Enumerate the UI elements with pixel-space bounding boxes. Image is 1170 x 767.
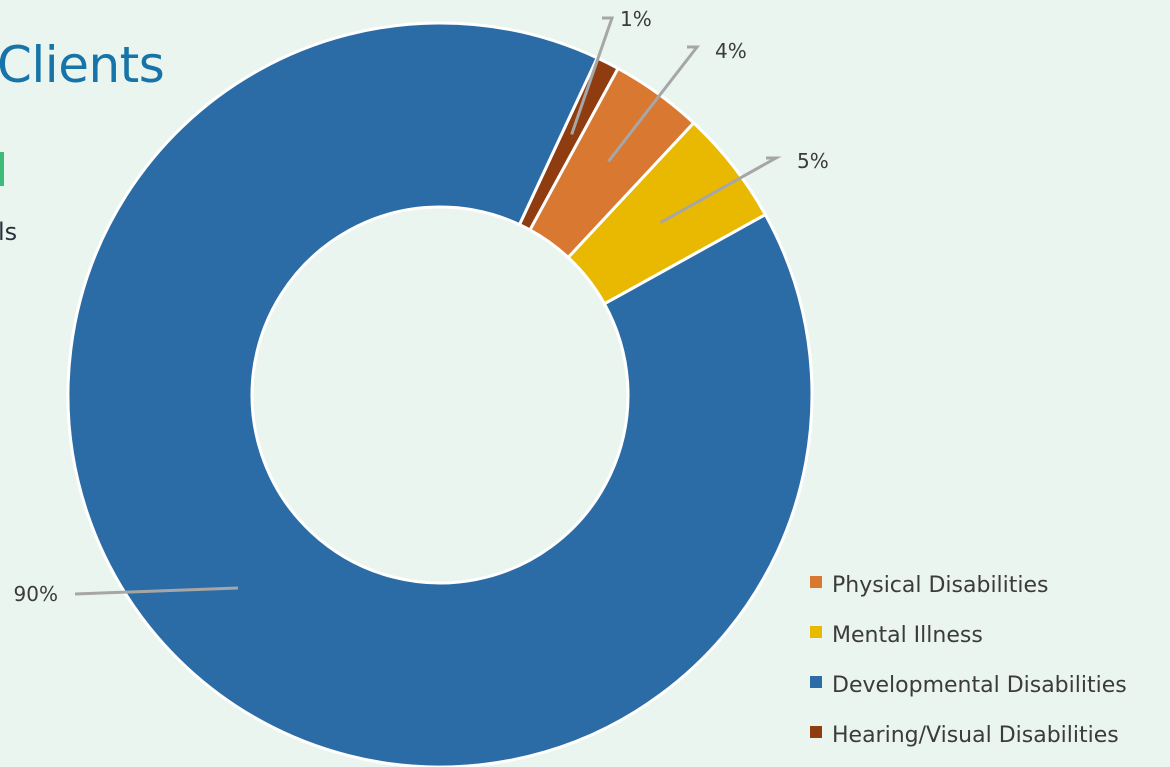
legend-swatch [810,576,822,588]
donut-segment-developmental-disabilities [66,21,814,767]
data-labels: 1% 4% 5% 90% [14,7,829,606]
legend-label: Hearing/Visual Disabilities [832,723,1119,748]
legend: Physical Disabilities Mental Illness Devel… [810,573,1127,748]
legend-swatch [810,676,822,688]
leader-line [659,156,782,224]
leader-line [607,45,701,163]
legend-label: Developmental Disabilities [832,673,1127,698]
data-label: 4% [715,39,747,63]
data-label: 90% [14,582,58,606]
green-accent-fragment [0,152,4,186]
body-text-fragment: ls [0,218,18,246]
leader-line [570,16,615,135]
page-title: Clients [0,36,165,94]
leader-line [74,586,239,596]
data-label: 5% [797,149,829,173]
leader-lines [74,16,782,596]
legend-swatch [810,726,822,738]
data-label: 1% [620,7,652,31]
donut-segments [66,21,814,767]
legend-swatch [810,626,822,638]
legend-label: Mental Illness [832,623,983,648]
legend-label: Physical Disabilities [832,573,1049,598]
